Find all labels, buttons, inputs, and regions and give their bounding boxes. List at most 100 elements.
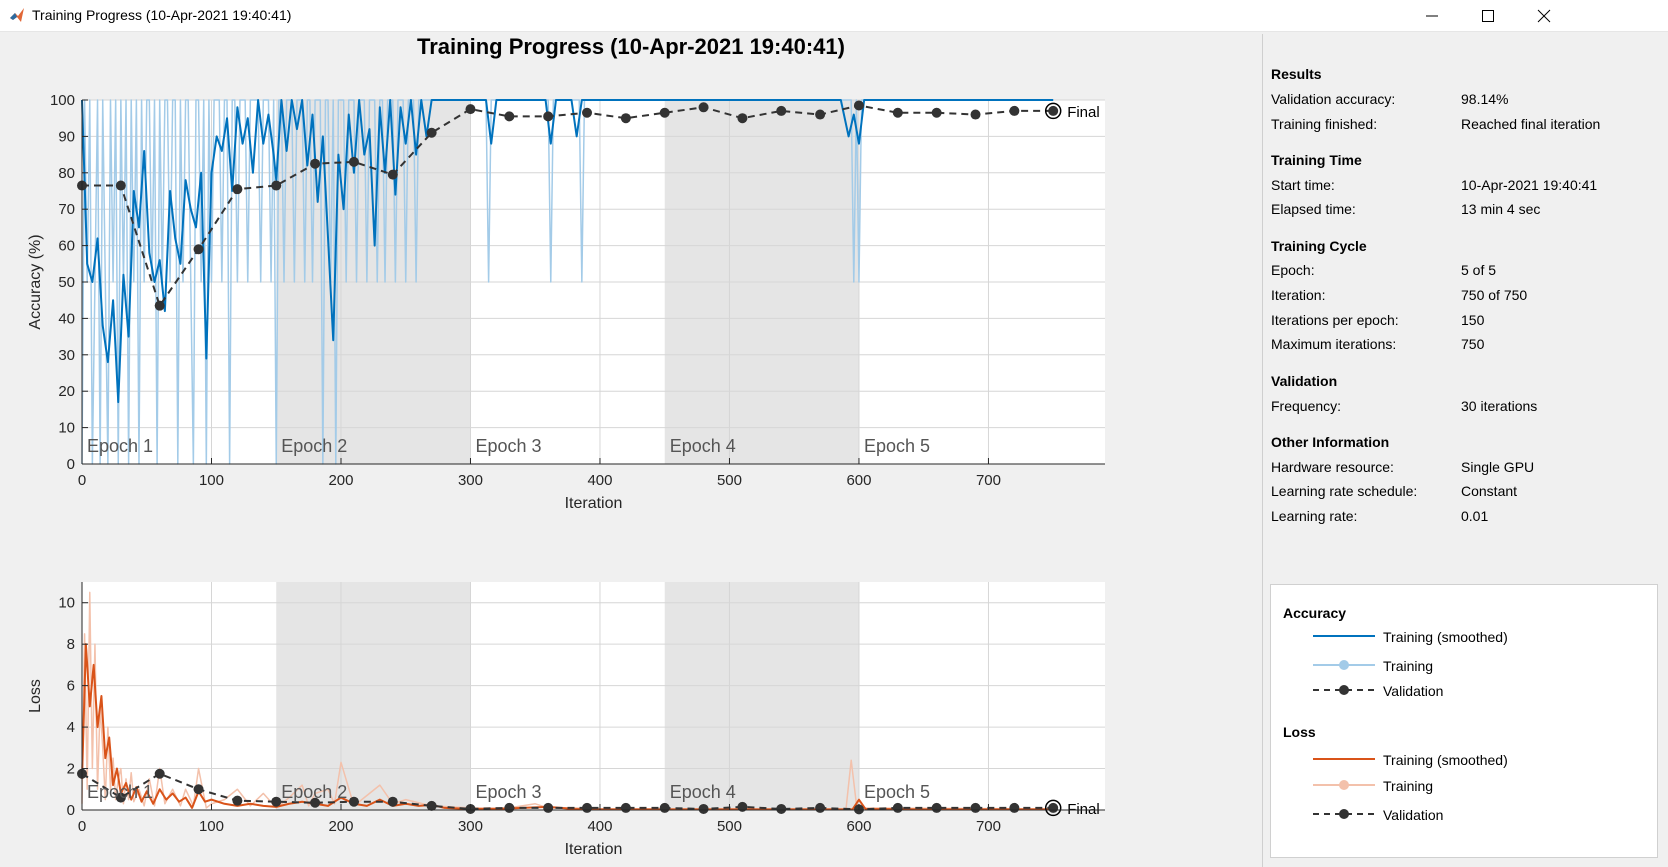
loss-xtick-label: 500 (717, 818, 742, 835)
minimize-button[interactable] (1404, 0, 1460, 31)
acc-validation-point (426, 127, 437, 138)
acc-ytick-label: 40 (58, 310, 75, 327)
acc-ytick-label: 70 (58, 201, 75, 218)
legend-loss-training-swatch (1313, 780, 1375, 790)
acc-xlabel: Iteration (565, 495, 623, 512)
acc-xtick-label: 600 (846, 472, 871, 489)
acc-xtick-label: 500 (717, 472, 742, 489)
acc-validation-point (698, 102, 709, 113)
loss-validation-point (659, 802, 670, 813)
acc-validation-point (620, 113, 631, 124)
loss-xtick-label: 600 (846, 818, 871, 835)
loss-ytick-label: 6 (67, 678, 75, 695)
maximum-iterations-value: 750 (1461, 336, 1485, 352)
acc-validation-point (737, 113, 748, 124)
loss-ylabel: Loss (27, 679, 44, 713)
loss-validation-point (115, 792, 126, 803)
maximize-button[interactable] (1460, 0, 1516, 31)
loss-ytick-label: 8 (67, 636, 75, 653)
iteration-label: Iteration: (1271, 287, 1326, 303)
acc-validation-point (892, 107, 903, 118)
frequency-value: 30 iterations (1461, 398, 1538, 414)
acc-ytick-label: 30 (58, 347, 75, 364)
loss-xtick-label: 100 (199, 818, 224, 835)
legend-loss-validation-swatch (1313, 809, 1375, 819)
loss-validation-point (232, 795, 243, 806)
close-icon (1537, 9, 1551, 22)
start-time-value: 10-Apr-2021 19:40:41 (1461, 177, 1598, 193)
loss-validation-point (970, 802, 981, 813)
loss-validation-point (931, 802, 942, 813)
close-button[interactable] (1516, 0, 1572, 31)
loss-validation-point (426, 800, 437, 811)
acc-ytick-label: 80 (58, 165, 75, 182)
loss-validation-point (387, 796, 398, 807)
loss-epoch-label: Epoch 5 (864, 782, 930, 802)
acc-ytick-label: 60 (58, 238, 75, 255)
loss-xtick-label: 700 (976, 818, 1001, 835)
loss-validation-point (1048, 802, 1059, 813)
results-heading: Results (1271, 66, 1322, 82)
acc-xtick-label: 0 (78, 472, 86, 489)
loss-ytick-label: 4 (67, 719, 75, 736)
legend-loss-smoothed-swatch (1313, 758, 1375, 760)
legend-acc-validation-label: Validation (1383, 683, 1444, 699)
loss-validation-point (892, 802, 903, 813)
loss-validation-point (776, 803, 787, 814)
frequency-label: Frequency: (1271, 398, 1342, 414)
matlab-logo-icon (10, 8, 24, 22)
learning-rate-schedule-label: Learning rate schedule: (1271, 483, 1418, 499)
loss-final-label: Final (1067, 801, 1100, 818)
acc-validation-point (504, 111, 515, 122)
minimize-icon (1426, 15, 1438, 16)
loss-validation-point (543, 802, 554, 813)
acc-validation-point (543, 111, 554, 122)
acc-validation-line (82, 104, 1054, 307)
loss-validation-point (154, 768, 165, 779)
acc-ytick-label: 100 (50, 92, 75, 109)
loss-xtick-label: 400 (587, 818, 612, 835)
acc-ytick-label: 10 (58, 420, 75, 437)
loss-epoch-label: Epoch 1 (87, 782, 153, 802)
acc-ytick-label: 50 (58, 274, 75, 291)
loss-validation-point (698, 803, 709, 814)
acc-validation-point (853, 100, 864, 111)
legend-acc-validation-swatch (1313, 685, 1375, 695)
legend-acc-smoothed-swatch (1313, 635, 1375, 637)
loss-epoch-label: Epoch 4 (670, 782, 736, 802)
validation-heading: Validation (1271, 373, 1338, 389)
loss-validation-point (504, 802, 515, 813)
hardware-resource-label: Hardware resource: (1271, 459, 1394, 475)
acc-validation-point (815, 109, 826, 120)
acc-validation-point (1048, 105, 1059, 116)
other-information-heading: Other Information (1271, 434, 1390, 450)
loss-epoch-label: Epoch 2 (281, 782, 347, 802)
acc-validation-point (232, 184, 243, 195)
acc-validation-point (310, 158, 321, 169)
loss-epoch-label: Epoch 3 (475, 782, 541, 802)
legend-loss-validation-label: Validation (1383, 807, 1444, 823)
training-finished-label: Training finished: (1271, 116, 1378, 132)
loss-ytick-label: 0 (67, 802, 75, 819)
acc-validation-point (970, 109, 981, 120)
elapsed-time-value: 13 min 4 sec (1461, 201, 1541, 217)
figure-title: Training Progress (10-Apr-2021 19:40:41) (417, 34, 845, 59)
loss-validation-point (1009, 802, 1020, 813)
acc-validation-point (582, 107, 593, 118)
loss-ytick-label: 10 (58, 595, 75, 612)
training-time-heading: Training Time (1271, 152, 1362, 168)
loss-epoch-shade (276, 582, 471, 810)
loss-validation-point (193, 784, 204, 795)
acc-ytick-label: 20 (58, 383, 75, 400)
acc-validation-point (271, 180, 282, 191)
acc-validation-point (387, 169, 398, 180)
accuracy-chart: Final Epoch 1 Epoch 2 Epoch 3 Epoch 4 Epoch 5… (27, 92, 1105, 512)
iteration-value: 750 of 750 (1461, 287, 1528, 303)
loss-validation-point (348, 796, 359, 807)
loss-validation-line (81, 772, 1054, 811)
elapsed-time-label: Elapsed time: (1271, 201, 1356, 217)
loss-xtick-label: 200 (328, 818, 353, 835)
acc-validation-point (154, 300, 165, 311)
hardware-resource-value: Single GPU (1461, 459, 1535, 475)
acc-xtick-label: 700 (976, 472, 1001, 489)
